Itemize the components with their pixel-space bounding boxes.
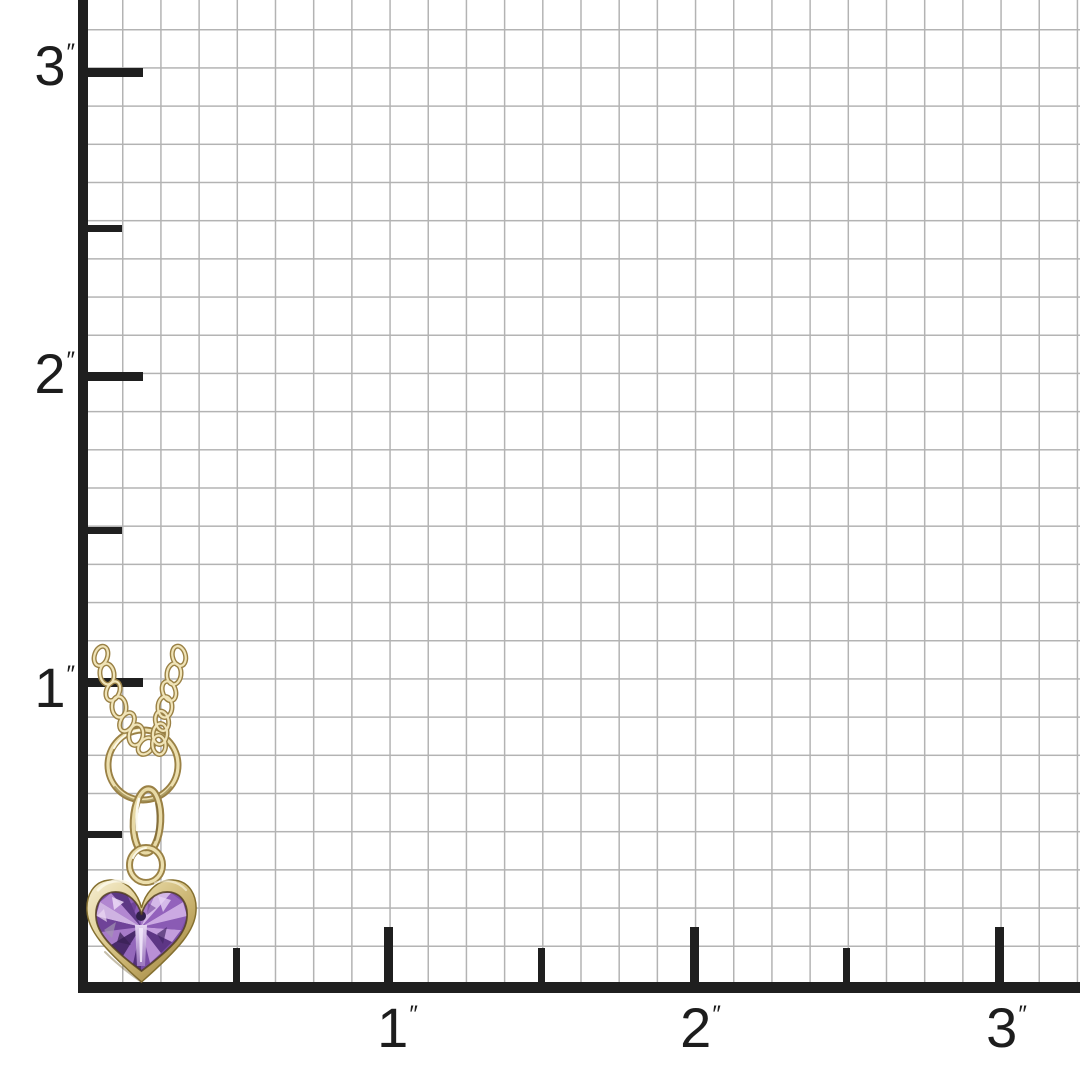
left-minor-tick-0-5in xyxy=(88,831,122,838)
bottom-label-2in: 2 ″ xyxy=(640,1000,760,1056)
left-minor-tick-1-5in xyxy=(88,527,122,534)
chain-left-strand xyxy=(92,644,157,757)
left-label-3in-value: 3 xyxy=(34,34,65,97)
bottom-label-2in-value: 2 xyxy=(680,996,711,1059)
connector-ring xyxy=(108,730,178,801)
left-major-tick-3in xyxy=(88,68,143,77)
bottom-label-1in: 1 ″ xyxy=(337,1000,457,1056)
measurement-grid xyxy=(87,0,1080,983)
inch-mark: ″ xyxy=(66,39,75,66)
inch-mark: ″ xyxy=(66,661,75,688)
bottom-minor-tick-0-5in xyxy=(233,948,240,982)
bottom-label-3in: 3 ″ xyxy=(946,1000,1066,1056)
inch-mark: ″ xyxy=(712,1001,720,1028)
left-label-3in: 3 ″ xyxy=(10,34,75,97)
left-ruler-bar xyxy=(78,0,88,993)
left-minor-tick-2-5in xyxy=(88,225,122,232)
left-label-2in-value: 2 xyxy=(34,342,65,405)
inch-mark: ″ xyxy=(66,347,75,374)
bottom-label-1in-value: 1 xyxy=(377,996,408,1059)
left-label-1in-value: 1 xyxy=(34,656,65,719)
heart-pendant xyxy=(86,879,197,984)
bottom-major-tick-1in xyxy=(384,927,393,982)
inch-mark: ″ xyxy=(409,1001,417,1028)
left-label-2in: 2 ″ xyxy=(10,342,75,405)
inch-mark: ″ xyxy=(1018,1001,1026,1028)
jump-ring xyxy=(130,848,163,883)
necklace-pendant-photo xyxy=(86,630,197,984)
bottom-major-tick-3in xyxy=(995,927,1004,982)
pendant-bail xyxy=(132,788,162,853)
bottom-major-tick-2in xyxy=(690,927,699,982)
bottom-minor-tick-1-5in xyxy=(538,948,545,982)
left-label-1in: 1 ″ xyxy=(10,656,75,719)
bottom-ruler-bar xyxy=(78,982,1080,993)
left-major-tick-2in xyxy=(88,372,143,381)
gem-facets xyxy=(96,892,187,971)
bottom-minor-tick-2-5in xyxy=(843,948,850,982)
bottom-label-3in-value: 3 xyxy=(986,996,1017,1059)
